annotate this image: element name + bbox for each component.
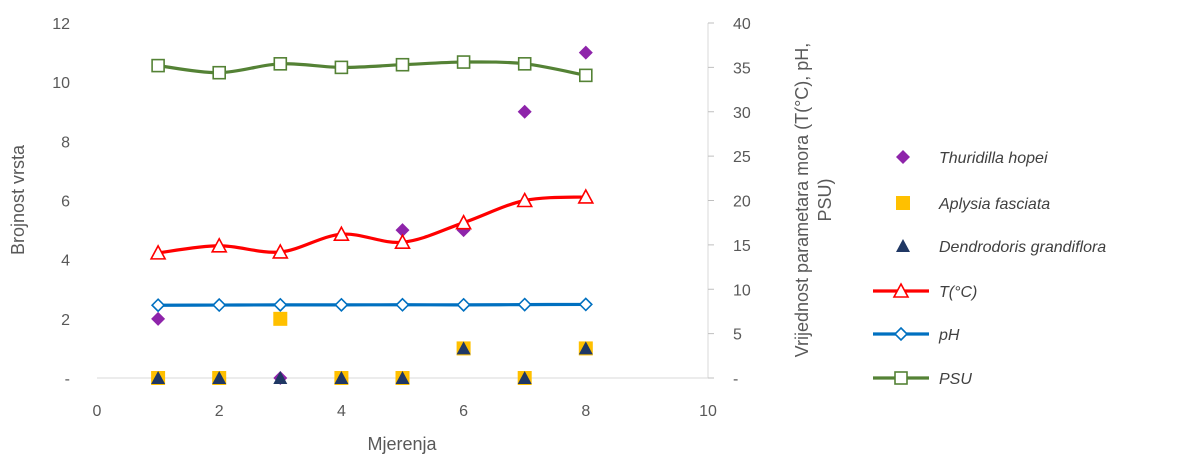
x-tick-label: 8 [581,403,590,420]
x-tick-label: 0 [93,403,102,420]
y2-tick-label: 40 [733,16,751,33]
y2-tick-label: 10 [733,282,751,299]
legend-marker-thuridilla-hopei [896,150,910,164]
legend-label-dendrodoris-grandiflora: Dendrodoris grandiflora [939,239,1106,256]
data-point-ph [334,297,349,313]
x-axis-title: Mjerenja [367,434,437,454]
y2-axis-ticks: - 5 10 15 20 25 30 35 40 [708,16,751,388]
legend: Thuridilla hopei Aplysia fasciata Dendrodo… [873,150,1106,388]
y2-axis-title-line1: Vrijednost parametara mora (T(°C), pH, [792,43,812,358]
data-point-ph [517,297,532,312]
series-lines [156,60,588,307]
data-point-t-c [455,214,472,230]
data-point-psu [395,57,410,72]
data-point-psu [212,65,226,80]
y2-tick-label: 15 [733,238,751,255]
data-point-dendrodoris-grandiflora [212,371,227,384]
data-point-t-c [577,188,595,204]
data-point-ph [212,297,227,313]
x-tick-label: 2 [215,403,224,420]
legend-marker-aplysia-fasciata [896,196,910,210]
data-point-dendrodoris-grandiflora [395,371,410,384]
data-point-psu [456,55,471,69]
y-tick-label: - [65,371,70,388]
data-point-thuridilla-hopei [578,45,593,60]
data-point-ph [395,297,410,312]
y-tick-label: 12 [52,16,70,33]
data-point-dendrodoris-grandiflora [151,371,166,384]
y-tick-label: 8 [61,134,70,151]
legend-label-thuridilla-hopei: Thuridilla hopei [939,150,1048,167]
data-point-t-c [394,233,411,250]
y-axis-ticks: - 2 4 6 8 10 12 [52,16,70,388]
legend-label-aplysia-fasciata: Aplysia fasciata [938,196,1050,213]
legend-marker-ph [893,326,909,342]
data-point-dendrodoris-grandiflora [334,371,349,384]
data-point-dendrodoris-grandiflora [578,341,593,355]
data-point-aplysia-fasciata [273,311,288,326]
legend-marker-dendrodoris-grandiflora [896,239,910,252]
data-point-ph [578,297,593,312]
series-markers [149,45,595,385]
legend-marker-t-c [892,282,910,298]
y2-tick-label: 35 [733,60,751,77]
data-point-ph [150,298,166,313]
y2-tick-label: 30 [733,105,751,122]
y-tick-label: 4 [61,253,70,270]
data-point-t-c [516,191,534,208]
data-point-t-c [333,225,350,242]
y2-tick-label: 25 [733,149,751,166]
data-point-dendrodoris-grandiflora [273,371,288,384]
data-point-ph [273,297,288,313]
data-point-thuridilla-hopei [395,223,410,238]
y2-tick-label: - [733,371,738,388]
series-line-t-c [156,195,588,255]
data-point-thuridilla-hopei [517,104,532,119]
x-tick-label: 4 [337,403,346,420]
legend-label-t-c: T(°C) [939,284,977,301]
y2-tick-label: 20 [733,194,751,211]
y-tick-label: 6 [61,194,70,211]
data-point-psu [517,57,532,71]
legend-label-psu: PSU [939,371,972,388]
data-point-t-c [149,244,167,260]
y2-axis-title-line2: PSU) [815,178,835,221]
data-point-psu [273,57,288,71]
y-tick-label: 2 [61,312,70,329]
data-point-t-c [271,243,289,259]
data-point-thuridilla-hopei [151,311,166,326]
plot-area [97,23,709,379]
data-point-dendrodoris-grandiflora [456,341,471,355]
data-point-ph [456,297,471,313]
y2-tick-label: 5 [733,327,742,344]
y-axis-title: Brojnost vrsta [8,144,28,255]
data-point-psu [151,58,165,73]
x-tick-label: 6 [459,403,468,420]
x-tick-label: 10 [699,403,717,420]
data-point-psu [578,68,593,83]
data-point-psu [334,60,349,75]
data-point-dendrodoris-grandiflora [517,371,532,384]
legend-marker-psu [894,371,908,385]
legend-label-ph: pH [938,327,960,344]
y-tick-label: 10 [52,75,70,92]
data-point-t-c [210,237,228,253]
x-axis-ticks: 0 2 4 6 8 10 [93,403,717,420]
